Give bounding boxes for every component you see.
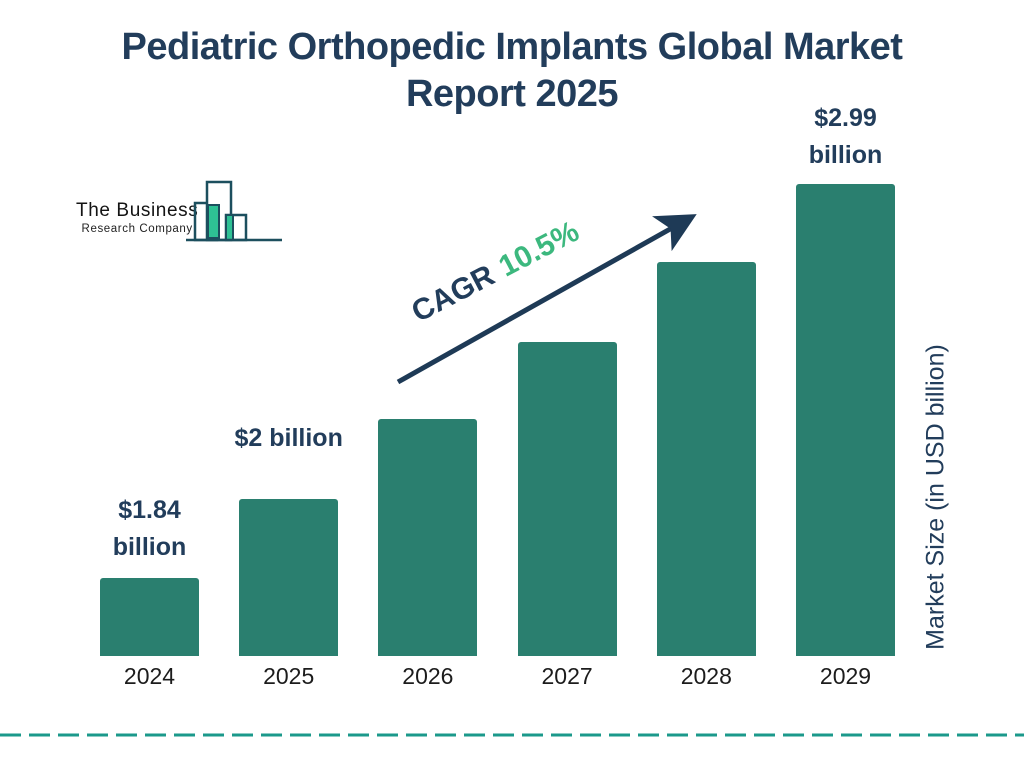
cagr-value: 10.5% [493, 214, 585, 284]
logo-bar-chart-icon [186, 180, 282, 242]
bar-2025 [239, 499, 339, 656]
bar-2027 [517, 342, 617, 656]
page-title-line2: Report 2025 [405, 73, 619, 115]
x-tick-2029: 2029 [819, 663, 872, 689]
page-title: Pediatric Orthopedic Implants Global Mar… [0, 24, 1024, 118]
cagr-label: CAGR [406, 258, 501, 329]
company-logo: The Business Research Company [76, 200, 198, 235]
logo-name: The Business [76, 200, 199, 221]
page-title-line1: Pediatric Orthopedic Implants Global Mar… [121, 26, 903, 68]
y-axis-label: Market Size (in USD billion) [921, 344, 950, 650]
logo-subname: Research Company [81, 223, 193, 235]
value-label-2029: $2.99 billion [808, 104, 883, 169]
bar-2026 [378, 419, 478, 656]
x-tick-2026: 2026 [402, 663, 454, 689]
bar-2028 [656, 262, 756, 656]
x-tick-2027: 2027 [541, 663, 593, 689]
value-label-2024: $1.84 billion [112, 496, 187, 561]
bar-2029 [796, 184, 895, 656]
bar-2024 [100, 578, 199, 656]
cagr-annotation: CAGR10.5% [381, 202, 612, 348]
value-label-2025: $2 billion [234, 424, 343, 452]
x-tick-2025: 2025 [263, 663, 315, 689]
x-tick-2028: 2028 [680, 663, 732, 689]
x-tick-2024: 2024 [123, 663, 176, 689]
